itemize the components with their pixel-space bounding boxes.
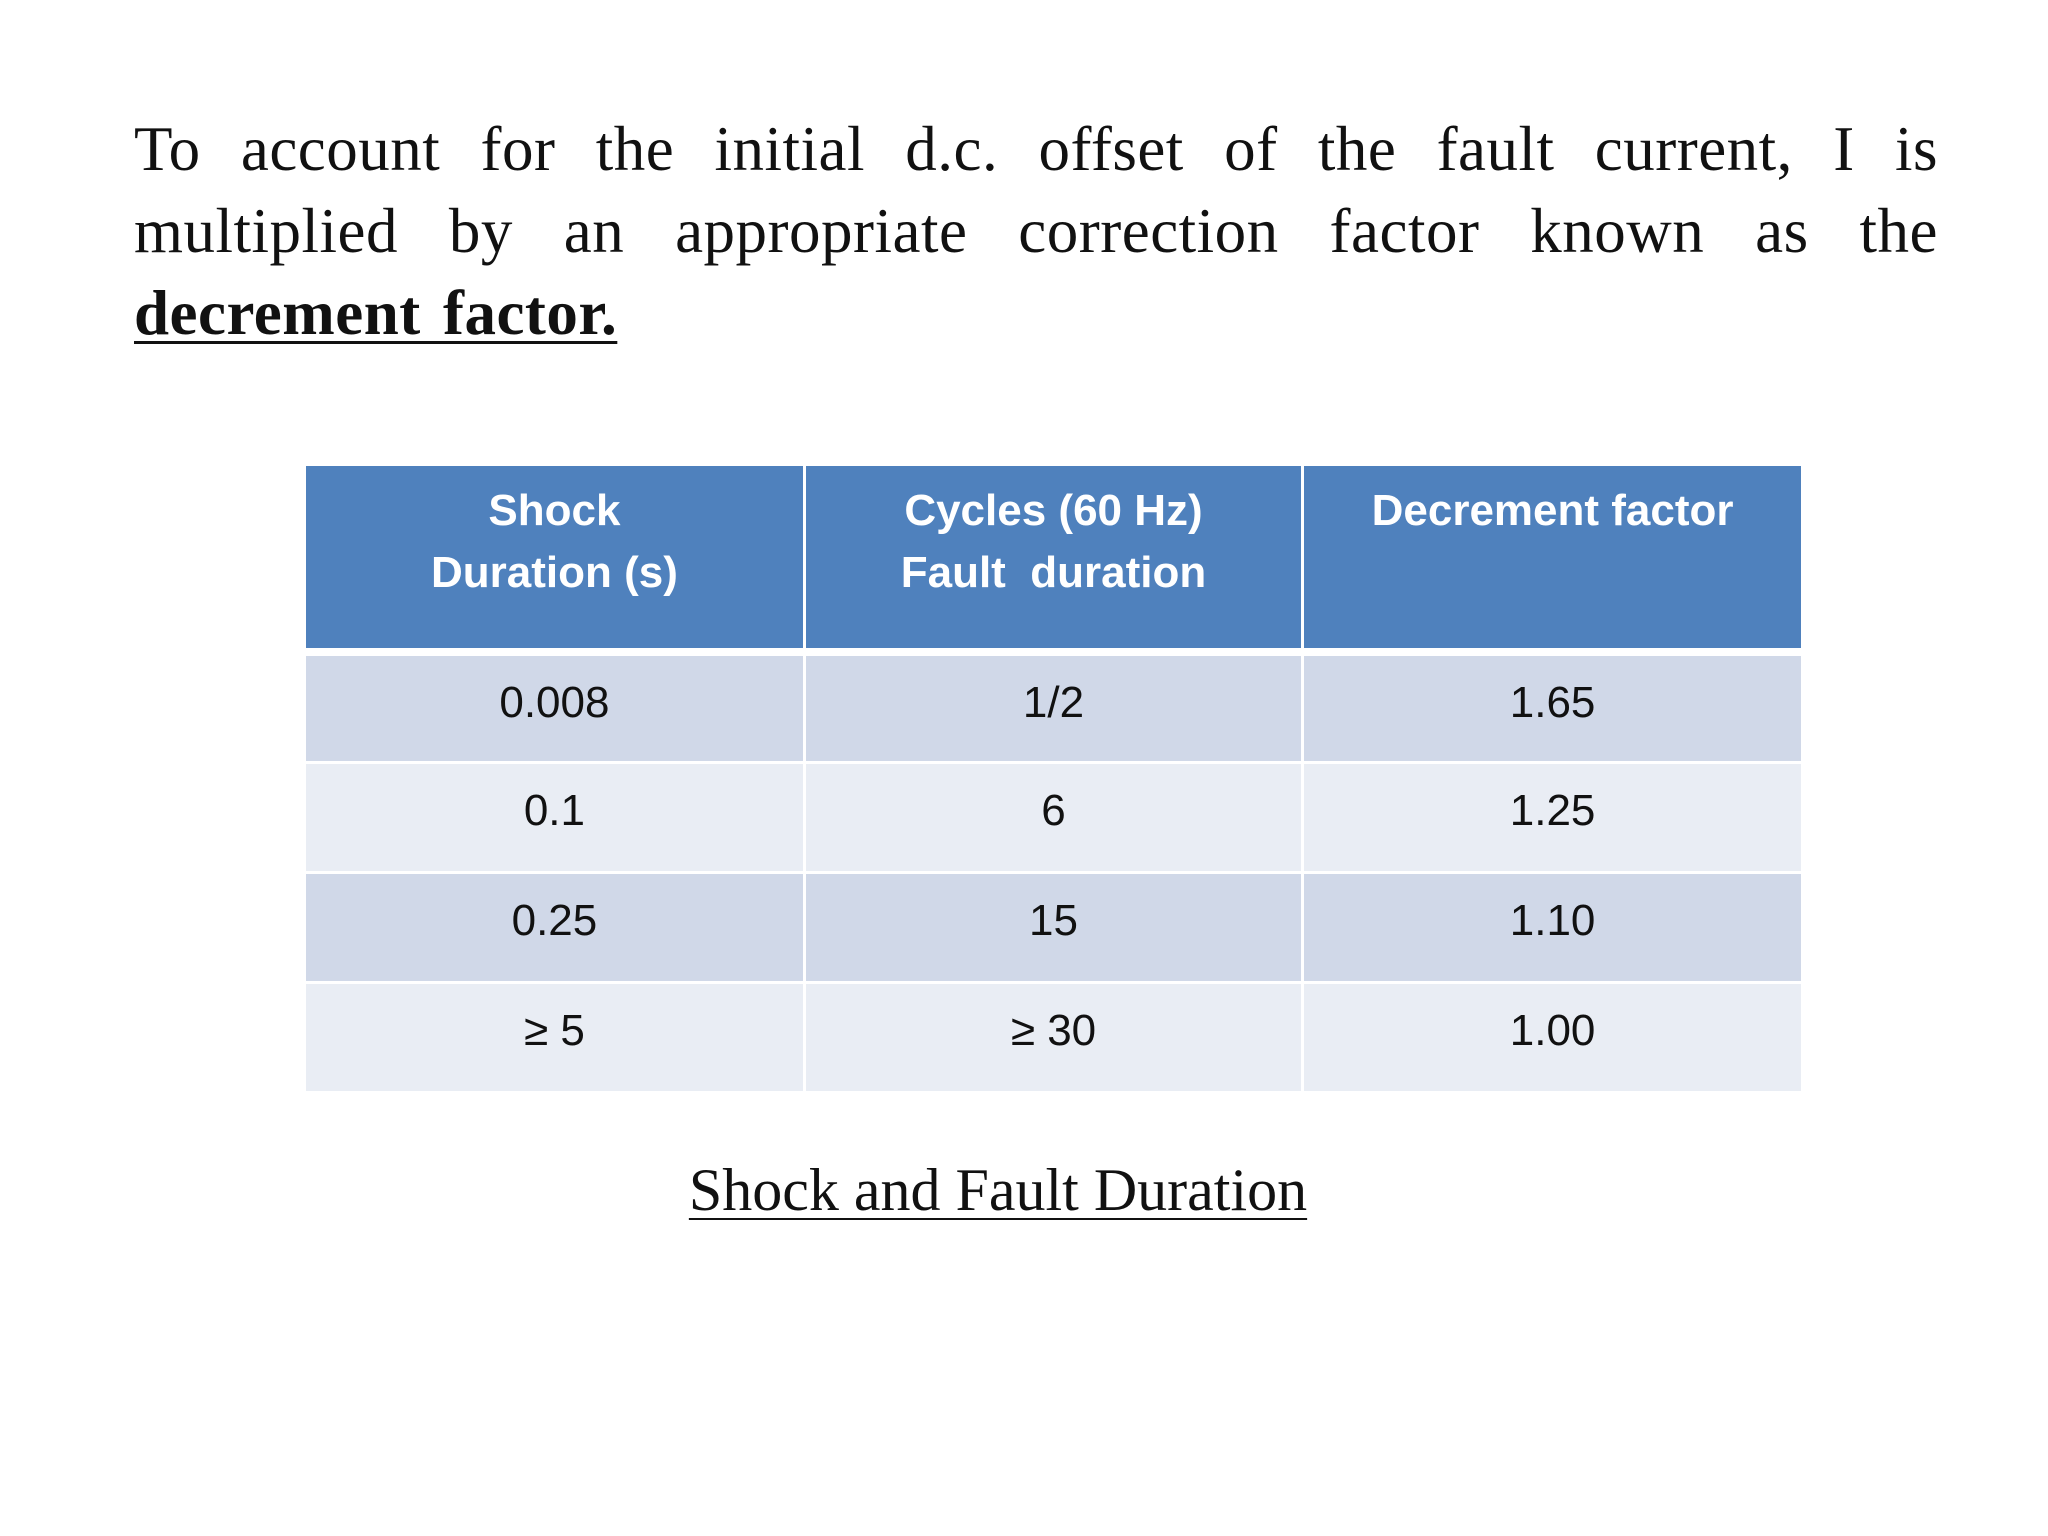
- header-cycles: Cycles (60 Hz) Fault duration: [804, 466, 1305, 656]
- cell-cycles: 15: [804, 872, 1305, 984]
- cell-shock-duration: 0.25: [306, 872, 806, 984]
- intro-paragraph: To account for the initial d.c. offset o…: [134, 108, 1938, 354]
- cell-cycles: 1/2: [804, 652, 1305, 764]
- table-row: 0.1 6 1.25: [306, 762, 1801, 874]
- header-line: Fault duration: [900, 548, 1207, 597]
- header-line: Shock: [488, 486, 621, 535]
- cell-shock-duration: 0.1: [306, 762, 806, 874]
- header-decrement-factor: Decrement factor: [1302, 466, 1801, 656]
- cell-decrement-factor: 1.00: [1302, 982, 1801, 1094]
- table-caption: Shock and Fault Duration: [688, 1157, 1308, 1223]
- decrement-factor-term: decrement factor.: [134, 278, 618, 348]
- header-line: Decrement factor: [1371, 486, 1734, 535]
- cell-cycles: 6: [804, 762, 1305, 874]
- intro-text: To account for the initial d.c. offset o…: [134, 114, 1938, 266]
- table-header-row: Shock Duration (s) Cycles (60 Hz) Fault …: [306, 466, 1801, 656]
- decrement-factor-table: Shock Duration (s) Cycles (60 Hz) Fault …: [306, 466, 1801, 1094]
- cell-shock-duration: ≥ 5: [306, 982, 806, 1094]
- cell-decrement-factor: 1.65: [1302, 652, 1801, 764]
- header-line: Duration (s): [430, 548, 678, 597]
- cell-decrement-factor: 1.10: [1302, 872, 1801, 984]
- header-shock-duration: Shock Duration (s): [306, 466, 806, 656]
- header-line: Cycles (60 Hz): [904, 486, 1203, 535]
- table-row: 0.25 15 1.10: [306, 872, 1801, 984]
- cell-shock-duration: 0.008: [306, 652, 806, 764]
- cell-decrement-factor: 1.25: [1302, 762, 1801, 874]
- table-row: ≥ 5 ≥ 30 1.00: [306, 982, 1801, 1094]
- decrement-table-container: Shock Duration (s) Cycles (60 Hz) Fault …: [306, 466, 1801, 1094]
- cell-cycles: ≥ 30: [804, 982, 1305, 1094]
- table-row: 0.008 1/2 1.65: [306, 652, 1801, 764]
